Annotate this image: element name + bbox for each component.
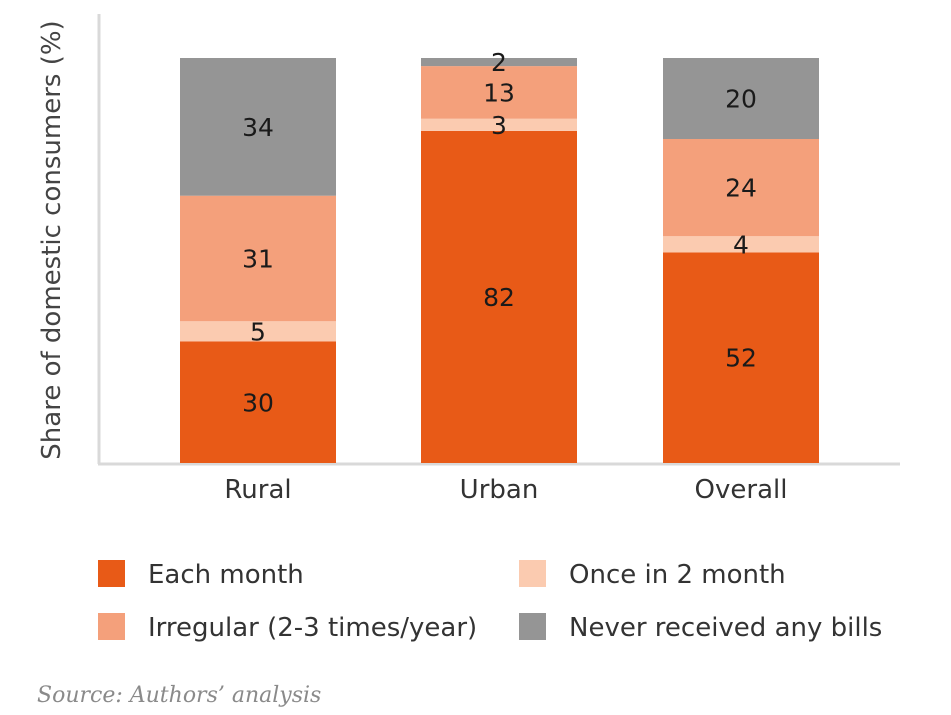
- value-label-rural-irregular-2-3-times-year: 31: [242, 244, 274, 273]
- value-label-rural-once-in-2-month: 5: [250, 317, 266, 346]
- bar-segment-overall-never-received-any-bills: [663, 58, 819, 139]
- legend-swatch-irregular: [98, 613, 125, 640]
- bar-segment-overall-once-in-2-month: [663, 236, 819, 253]
- bar-segment-overall-irregular-2-3-times-year: [663, 139, 819, 237]
- legend-swatch-once-in-2-month: [519, 560, 546, 587]
- legend-label-once-in-2-month: Once in 2 month: [569, 560, 786, 590]
- legend-swatch-each-month: [98, 560, 125, 587]
- category-label-rural: Rural: [224, 475, 291, 505]
- value-labels-group: 30 5 31 34 82 3 132 52 4 24 20: [242, 48, 757, 417]
- value-label-rural-each-month: 30: [242, 388, 274, 417]
- bar-segment-rural-never-received-any-bills: [180, 58, 336, 196]
- bar-segment-rural-each-month: [180, 341, 336, 463]
- bar-segment-urban-irregular-2-3-times-year: [421, 66, 577, 119]
- bar-segment-overall-each-month: [663, 252, 819, 463]
- bar-segment-urban-once-in-2-month: [421, 118, 577, 131]
- category-label-urban: Urban: [460, 475, 539, 505]
- value-label-urban-once-in-2-month: 3: [491, 111, 507, 140]
- category-label-overall: Overall: [695, 475, 788, 505]
- y-axis-title: Share of domestic consumers (%): [37, 20, 67, 459]
- legend-label-irregular: Irregular (2-3 times/year): [148, 613, 477, 643]
- value-label-urban-never-received-any-bills: 2: [491, 48, 507, 77]
- value-label-urban-each-month: 82: [483, 283, 515, 312]
- y-axis-title-group: Share of domestic consumers (%): [37, 20, 67, 459]
- value-label-overall-irregular-2-3-times-year: 24: [725, 174, 757, 203]
- bar-segment-rural-irregular-2-3-times-year: [180, 195, 336, 322]
- legend-label-each-month: Each month: [148, 560, 304, 590]
- bar-segment-urban-never-received-any-bills: [421, 58, 577, 67]
- value-label-overall-never-received-any-bills: 20: [725, 85, 757, 114]
- value-label-overall-once-in-2-month: 4: [733, 230, 749, 259]
- value-label-urban-irregular-2-3-times-year: 13: [483, 78, 515, 107]
- source-note: Source: Authors’ analysis: [37, 683, 321, 708]
- bar-segment-rural-once-in-2-month: [180, 321, 336, 342]
- legend: Each month Once in 2 month Irregular (2-…: [98, 560, 882, 643]
- value-label-overall-each-month: 52: [725, 344, 757, 373]
- bar-segment-urban-each-month: [421, 130, 577, 463]
- legend-label-never-received: Never received any bills: [569, 613, 882, 643]
- legend-swatch-never-received: [519, 613, 546, 640]
- category-labels-group: Rural Urban Overall: [224, 475, 787, 505]
- bars-group: [180, 58, 819, 463]
- value-label-rural-never-received-any-bills: 34: [242, 113, 274, 142]
